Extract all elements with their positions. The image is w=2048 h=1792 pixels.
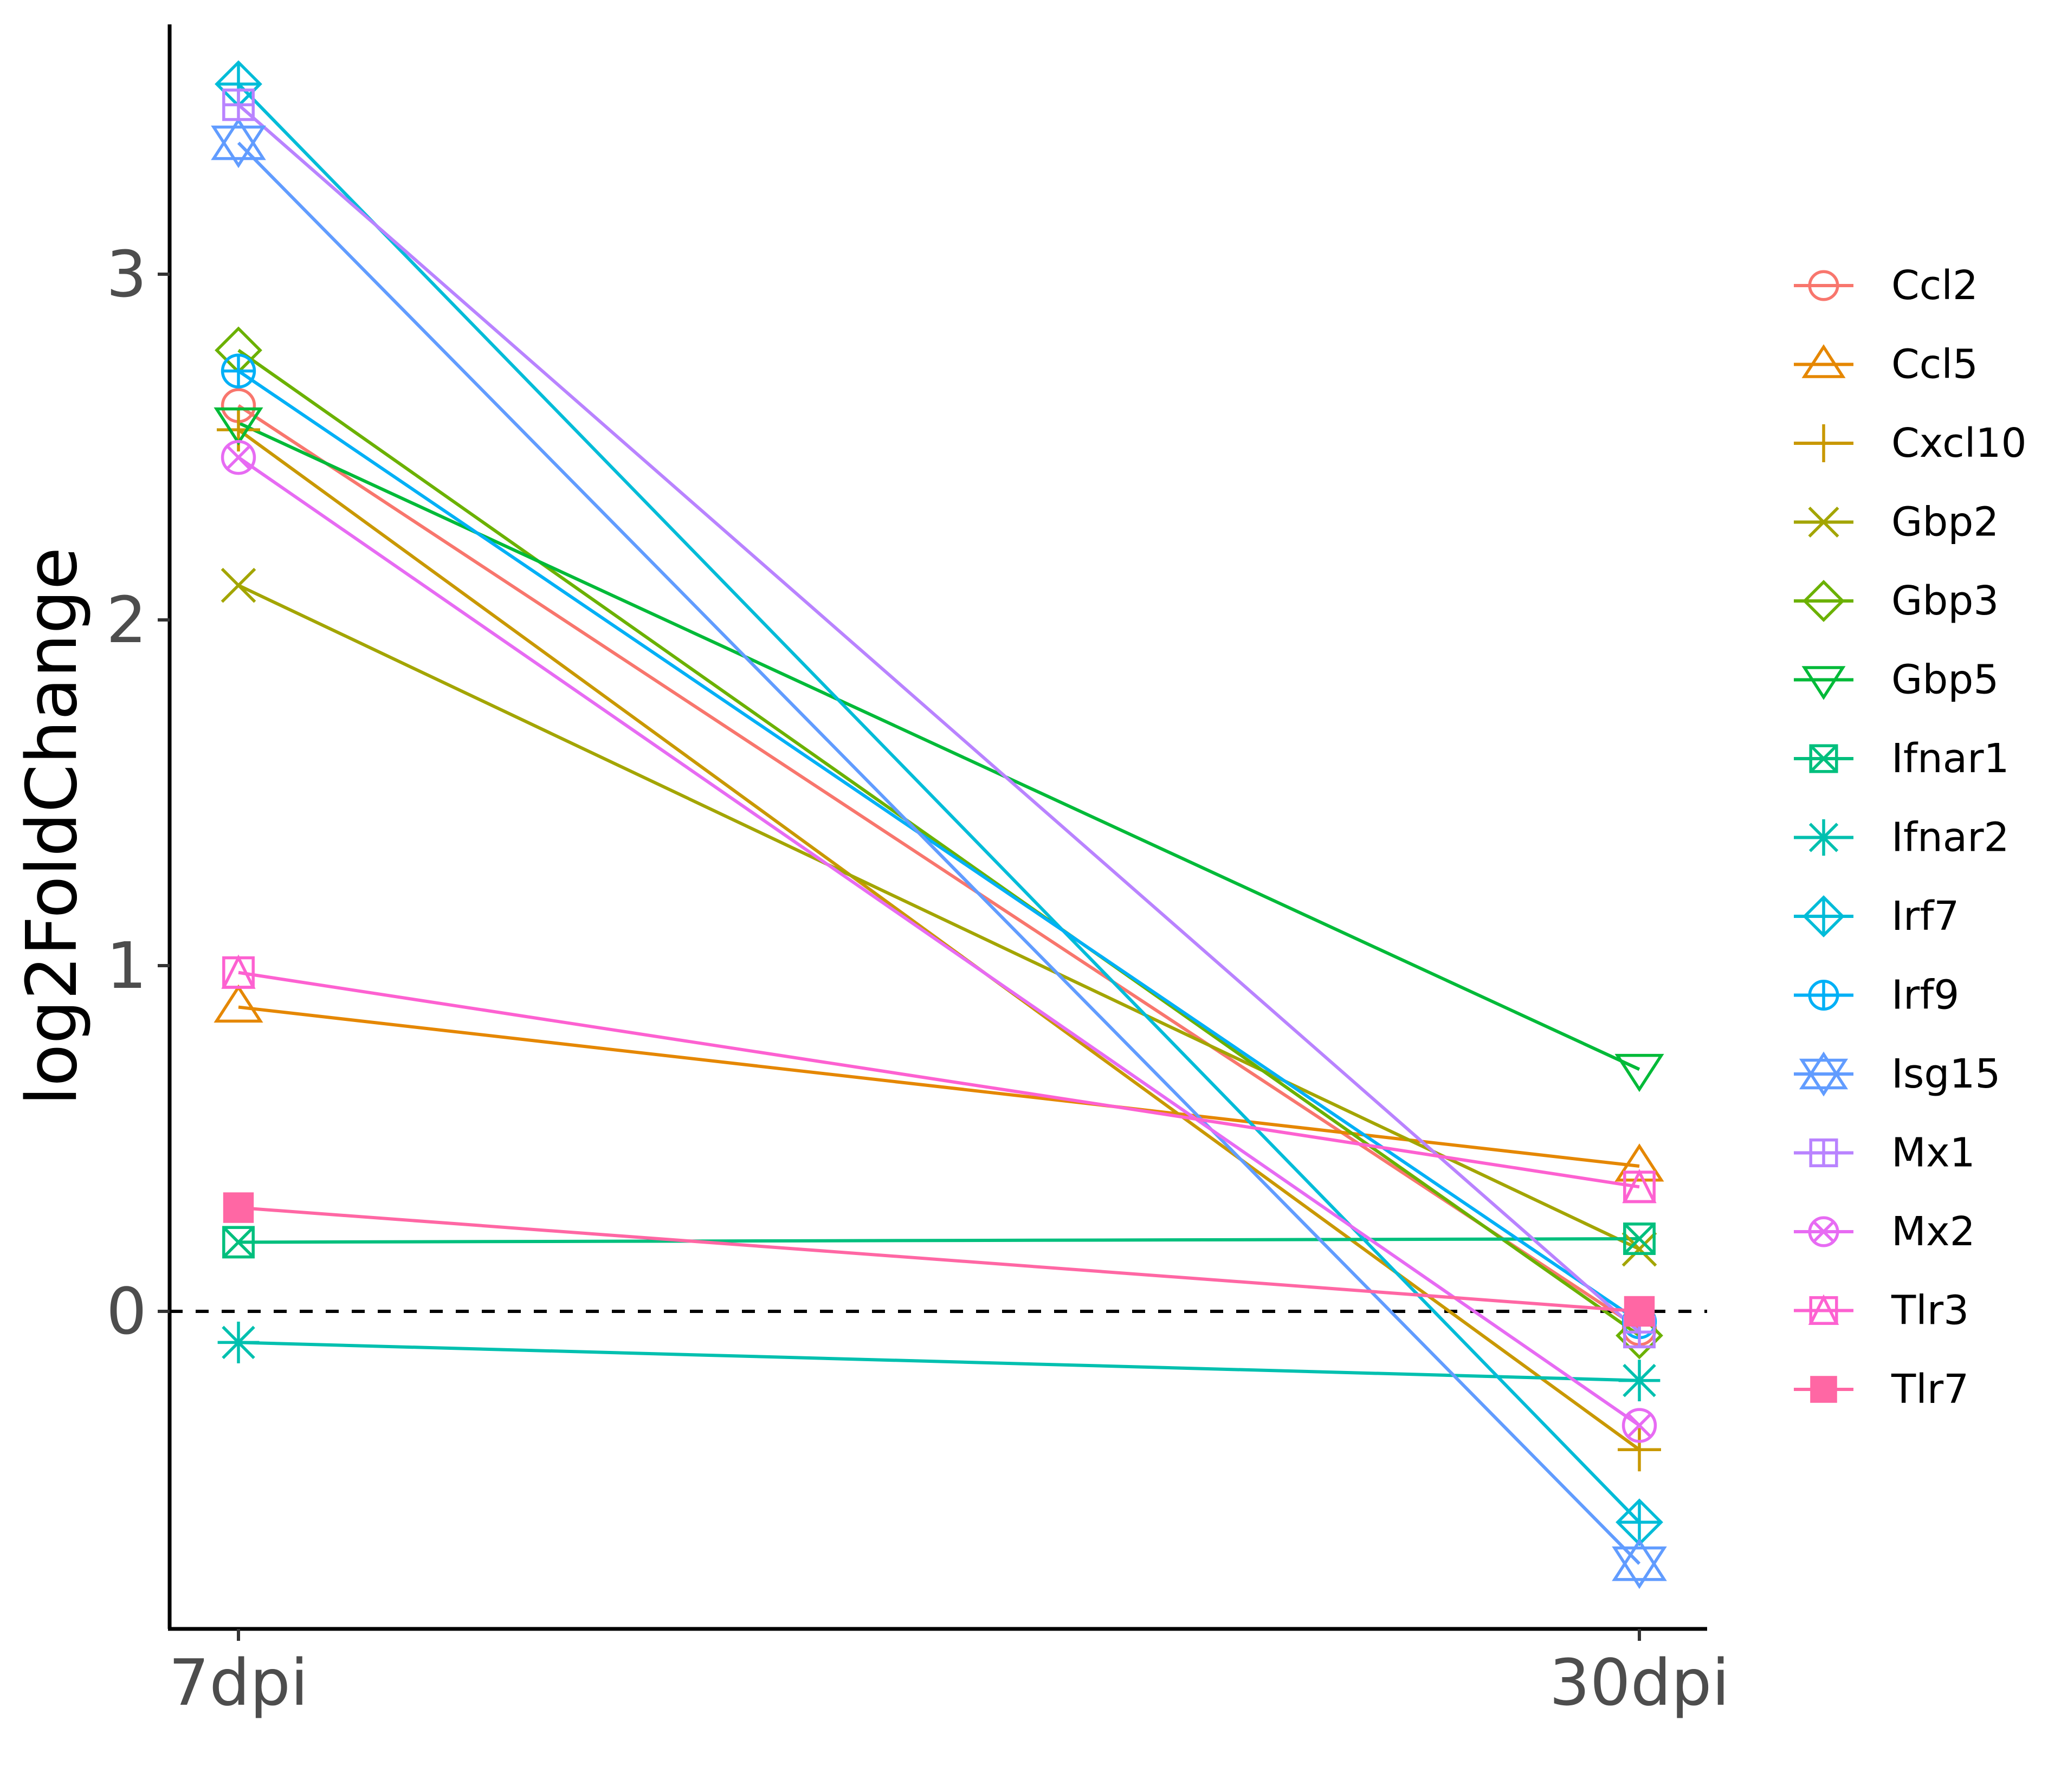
legend-item-gbp3: Gbp3 bbox=[1794, 578, 1999, 624]
legend-item-gbp2: Gbp2 bbox=[1794, 499, 1999, 546]
series-line-ccl2 bbox=[237, 404, 1640, 1330]
legend-key-symbol bbox=[1808, 1294, 1839, 1325]
legend-key-symbol bbox=[1803, 580, 1845, 622]
legend-label-gbp2: Gbp2 bbox=[1891, 499, 1999, 546]
series-points bbox=[211, 60, 1667, 1589]
legend-label-ccl5: Ccl5 bbox=[1891, 341, 1978, 388]
series-line-isg15 bbox=[237, 141, 1641, 1565]
legend-item-ccl2: Ccl2 bbox=[1794, 262, 1978, 309]
x-tick-label-30dpi: 30dpi bbox=[1549, 1645, 1730, 1720]
legend-item-irf7: Irf7 bbox=[1794, 893, 1959, 940]
legend-label-irf7: Irf7 bbox=[1891, 893, 1959, 940]
y-axis-title: log2FoldChange bbox=[12, 547, 93, 1106]
point-mx2-7dpi bbox=[221, 439, 256, 475]
legend-key-symbol bbox=[1805, 424, 1843, 462]
point-tlr3-7dpi bbox=[221, 954, 256, 989]
series-line-tlr3 bbox=[238, 971, 1640, 1189]
y-tick-label: 3 bbox=[106, 237, 147, 312]
legend-key-symbol bbox=[1810, 1376, 1837, 1403]
legend-key-symbol bbox=[1799, 1051, 1849, 1097]
legend-item-tlr3: Tlr3 bbox=[1794, 1288, 1969, 1334]
legend-item-ifnar2: Ifnar2 bbox=[1794, 814, 2010, 861]
point-mx1-7dpi bbox=[222, 88, 255, 121]
point-ifnar1-7dpi bbox=[222, 1226, 255, 1259]
legend: Ccl2 Ccl5 Cxcl10 Gbp2 Gbp3 Gbp5 Ifnar1 Ifnar2 Ir… bbox=[1794, 262, 2027, 1413]
y-tick-label: 2 bbox=[106, 583, 147, 657]
point-gbp5-30dpi bbox=[1614, 1053, 1664, 1092]
y-tick-label: 0 bbox=[106, 1274, 147, 1349]
series-line-gbp2 bbox=[237, 584, 1640, 1251]
legend-key-symbol bbox=[1803, 895, 1845, 937]
series-lines bbox=[237, 83, 1641, 1565]
point-ifnar1-30dpi bbox=[1623, 1222, 1656, 1255]
legend-key-symbol bbox=[1808, 506, 1839, 538]
legend-label-mx1: Mx1 bbox=[1891, 1130, 1975, 1176]
legend-label-gbp5: Gbp5 bbox=[1891, 657, 1999, 703]
point-ccl5-7dpi bbox=[214, 984, 263, 1023]
legend-item-ifnar1: Ifnar1 bbox=[1794, 735, 2010, 782]
legend-label-tlr7: Tlr7 bbox=[1891, 1366, 1969, 1413]
series-line-irf7 bbox=[237, 83, 1641, 1524]
legend-key-symbol bbox=[1809, 744, 1838, 773]
legend-item-isg15: Isg15 bbox=[1794, 1051, 2001, 1097]
y-tick-label: 1 bbox=[106, 928, 147, 1003]
point-mx2-30dpi bbox=[1621, 1408, 1657, 1443]
legend-label-ifnar2: Ifnar2 bbox=[1891, 814, 2010, 861]
legend-key-symbol bbox=[1808, 979, 1839, 1011]
legend-key-symbol bbox=[1801, 344, 1846, 378]
point-irf9-7dpi bbox=[221, 353, 256, 389]
point-cxcl10-30dpi bbox=[1618, 1428, 1661, 1472]
legend-item-tlr7: Tlr7 bbox=[1794, 1366, 1969, 1413]
series-line-mx2 bbox=[237, 456, 1640, 1427]
point-gbp2-7dpi bbox=[221, 567, 256, 603]
legend-item-cxcl10: Cxcl10 bbox=[1794, 420, 2027, 467]
legend-label-tlr3: Tlr3 bbox=[1891, 1288, 1969, 1334]
legend-key-symbol bbox=[1805, 819, 1842, 856]
legend-label-ifnar1: Ifnar1 bbox=[1891, 735, 2010, 782]
legend-label-isg15: Isg15 bbox=[1891, 1051, 2001, 1097]
point-tlr3-30dpi bbox=[1622, 1168, 1657, 1204]
legend-key-symbol bbox=[1808, 270, 1839, 301]
series-line-mx1 bbox=[237, 103, 1640, 1334]
point-tlr7-7dpi bbox=[223, 1192, 254, 1223]
series-line-tlr7 bbox=[238, 1206, 1640, 1313]
legend-label-ccl2: Ccl2 bbox=[1891, 262, 1978, 309]
series-line-ifnar2 bbox=[238, 1341, 1640, 1382]
legend-key-symbol bbox=[1809, 1138, 1838, 1168]
series-line-gbp3 bbox=[237, 348, 1640, 1337]
point-gbp2-30dpi bbox=[1621, 1231, 1657, 1267]
legend-label-gbp3: Gbp3 bbox=[1891, 578, 1999, 624]
legend-label-irf9: Irf9 bbox=[1891, 972, 1959, 1019]
legend-item-gbp5: Gbp5 bbox=[1794, 657, 1999, 703]
legend-item-mx2: Mx2 bbox=[1794, 1208, 1975, 1255]
point-ccl5-30dpi bbox=[1614, 1143, 1664, 1182]
legend-key-symbol bbox=[1801, 666, 1846, 700]
point-tlr7-30dpi bbox=[1624, 1296, 1655, 1327]
point-ifnar2-30dpi bbox=[1618, 1360, 1661, 1401]
point-ifnar2-7dpi bbox=[217, 1322, 260, 1363]
legend-item-irf9: Irf9 bbox=[1794, 972, 1959, 1019]
point-isg15-30dpi bbox=[1612, 1538, 1667, 1589]
legend-key-symbol bbox=[1808, 1216, 1839, 1247]
series-line-ifnar1 bbox=[238, 1237, 1640, 1244]
legend-label-mx2: Mx2 bbox=[1891, 1208, 1975, 1255]
point-gbp5-7dpi bbox=[214, 407, 263, 446]
legend-item-mx1: Mx1 bbox=[1794, 1130, 1975, 1176]
series-line-gbp5 bbox=[237, 421, 1640, 1071]
axes: 0 1 2 3 7dpi 30dpi log2FoldChange bbox=[12, 24, 1729, 1720]
series-line-ccl5 bbox=[238, 1005, 1640, 1168]
legend-label-cxcl10: Cxcl10 bbox=[1891, 420, 2027, 467]
legend-item-ccl5: Ccl5 bbox=[1794, 341, 1978, 388]
x-tick-label-7dpi: 7dpi bbox=[169, 1645, 308, 1720]
series-line-irf9 bbox=[237, 370, 1640, 1323]
point-isg15-7dpi bbox=[211, 117, 266, 169]
